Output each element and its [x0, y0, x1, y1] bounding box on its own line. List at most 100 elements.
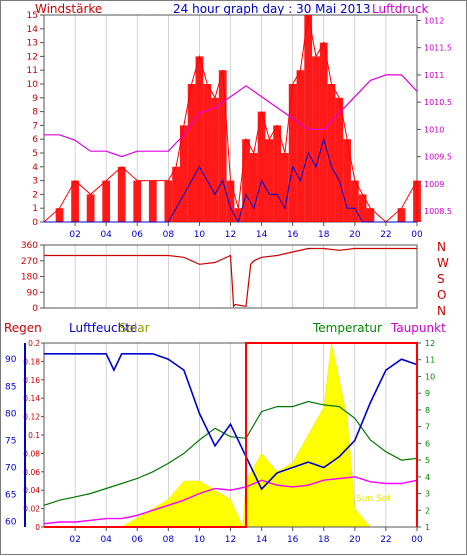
climate-x-axis-label: 12: [225, 535, 236, 545]
pressure-axis-label: 1011: [424, 71, 444, 80]
wind-speed-bar: [133, 180, 142, 222]
wind-axis-label: 4: [32, 163, 38, 173]
temperature-axis-label: 6: [425, 439, 430, 448]
pressure-axis-label: 1010: [424, 125, 444, 134]
wind-speed-bar: [413, 180, 421, 222]
wind-speed-bar: [343, 139, 351, 222]
wind-speed-bar: [203, 84, 212, 222]
humidity-axis-label: 90: [5, 355, 17, 365]
wind-axis-label: 7: [32, 121, 38, 131]
temperature-label: Temperatur: [312, 321, 382, 335]
wind-axis-label: 15: [27, 11, 38, 21]
rain-axis-label: 0: [35, 523, 40, 532]
climate-x-axis-label: 02: [69, 535, 80, 545]
wind-axis-label: 14: [27, 25, 39, 35]
temperature-axis-label: 10: [425, 372, 435, 381]
wind-axis-label: 1: [32, 204, 38, 214]
wind-speed-bar: [187, 84, 196, 222]
compass-o: O: [437, 288, 446, 302]
wind-speed-bar: [195, 56, 204, 223]
pressure-axis-label: 1012: [424, 16, 444, 25]
wind-speed-bar: [358, 194, 367, 222]
temperature-axis-label: 5: [425, 456, 430, 465]
rain-axis-label: 0.04: [23, 486, 40, 495]
wind-x-axis-label: 08: [163, 230, 175, 240]
temperature-axis-label: 7: [425, 423, 430, 432]
solar-label: Solar: [119, 321, 150, 335]
wind-axis-label: 10: [27, 80, 39, 90]
pressure-line: [44, 74, 418, 158]
wind-speed-bar: [319, 42, 328, 222]
climate-x-axis-label: 06: [132, 535, 144, 545]
temperature-line: [43, 400, 418, 506]
wind-speed-bar: [226, 180, 235, 222]
climate-x-axis-label: 18: [318, 535, 330, 545]
rain-axis-label: 0.12: [23, 413, 40, 422]
wind-speed-bar: [218, 70, 227, 222]
chart-title: 24 hour graph day : 30 Mai 2013: [173, 2, 371, 16]
wind-speed-bar: [273, 125, 282, 222]
humidity-axis-label: 70: [5, 463, 17, 473]
wind-average-line: [44, 137, 417, 224]
direction-axis-label: 180: [21, 273, 38, 283]
climate-x-axis-label: 00: [411, 535, 423, 545]
rain-label: Regen: [4, 321, 42, 335]
wind-x-axis-label: 02: [69, 230, 80, 240]
temperature-axis-label: 1: [425, 523, 430, 532]
wind-speed-bar: [281, 153, 289, 222]
wind-axis-label: 6: [32, 135, 38, 145]
compass-n-bottom: N: [437, 304, 446, 318]
wind-speed-bar: [397, 208, 406, 222]
wind-speed-bar: [265, 139, 274, 222]
pressure-axis-label: 1009: [424, 180, 444, 189]
wind-axis-label: 11: [27, 66, 38, 76]
wind-axis-label: 2: [32, 190, 38, 200]
rain-line: [44, 342, 418, 528]
wind-speed-bar: [249, 153, 258, 222]
direction-axis-label: 90: [27, 288, 39, 298]
temperature-axis-label: 4: [425, 473, 430, 482]
wind-speed-bar: [234, 208, 243, 222]
wind-speed-bar: [312, 56, 320, 223]
wind-speed-bar: [288, 84, 297, 222]
wind-speed-bar: [211, 97, 219, 222]
wind-speed-bar: [335, 97, 344, 222]
direction-axis-label: 270: [21, 257, 38, 267]
pressure-axis-label: 1010.5: [424, 98, 452, 107]
compass-s: S: [437, 272, 445, 286]
climate-x-axis-label: 22: [380, 535, 391, 545]
wind-speed-bar: [350, 180, 359, 222]
rain-axis-label: 0.2: [28, 339, 40, 348]
wind-speed-bar: [172, 166, 180, 222]
wind-x-axis-label: 18: [318, 230, 330, 240]
wind-speed-bar: [327, 84, 336, 222]
temperature-axis-label: 11: [425, 356, 435, 365]
wind-speed-bar: [71, 180, 79, 222]
wind-speed-bar: [164, 180, 173, 222]
wind-axis-label: 12: [27, 52, 38, 62]
wind-x-axis-label: 14: [256, 230, 268, 240]
wind-speed-bar: [179, 125, 188, 222]
wind-axis-label: 0: [32, 218, 38, 228]
wind-x-axis-label: 04: [100, 230, 112, 240]
wind-speed-bar: [117, 166, 126, 222]
compass-n-top: N: [437, 240, 446, 254]
wind-x-axis-label: 10: [194, 230, 206, 240]
sunset-annotation: Sun Set: [356, 494, 391, 504]
humidity-axis-label: 75: [5, 436, 16, 446]
wind-axis-label: 8: [32, 108, 38, 118]
dewpoint-label: Taupunkt: [390, 321, 446, 335]
climate-x-axis-label: 04: [100, 535, 112, 545]
humidity-axis-label: 60: [5, 518, 17, 528]
wind-axis-label: 5: [32, 149, 38, 159]
wind-axis-label: 3: [32, 177, 38, 187]
wind-x-axis-label: 22: [380, 230, 391, 240]
wind-speed-bar: [366, 208, 375, 222]
direction-axis-label: 360: [21, 241, 38, 251]
pressure-axis-label: 1008.5: [424, 207, 452, 216]
humidity-line: [44, 352, 418, 491]
wind-speed-bar: [102, 180, 111, 222]
wind-x-axis-label: 06: [132, 230, 144, 240]
